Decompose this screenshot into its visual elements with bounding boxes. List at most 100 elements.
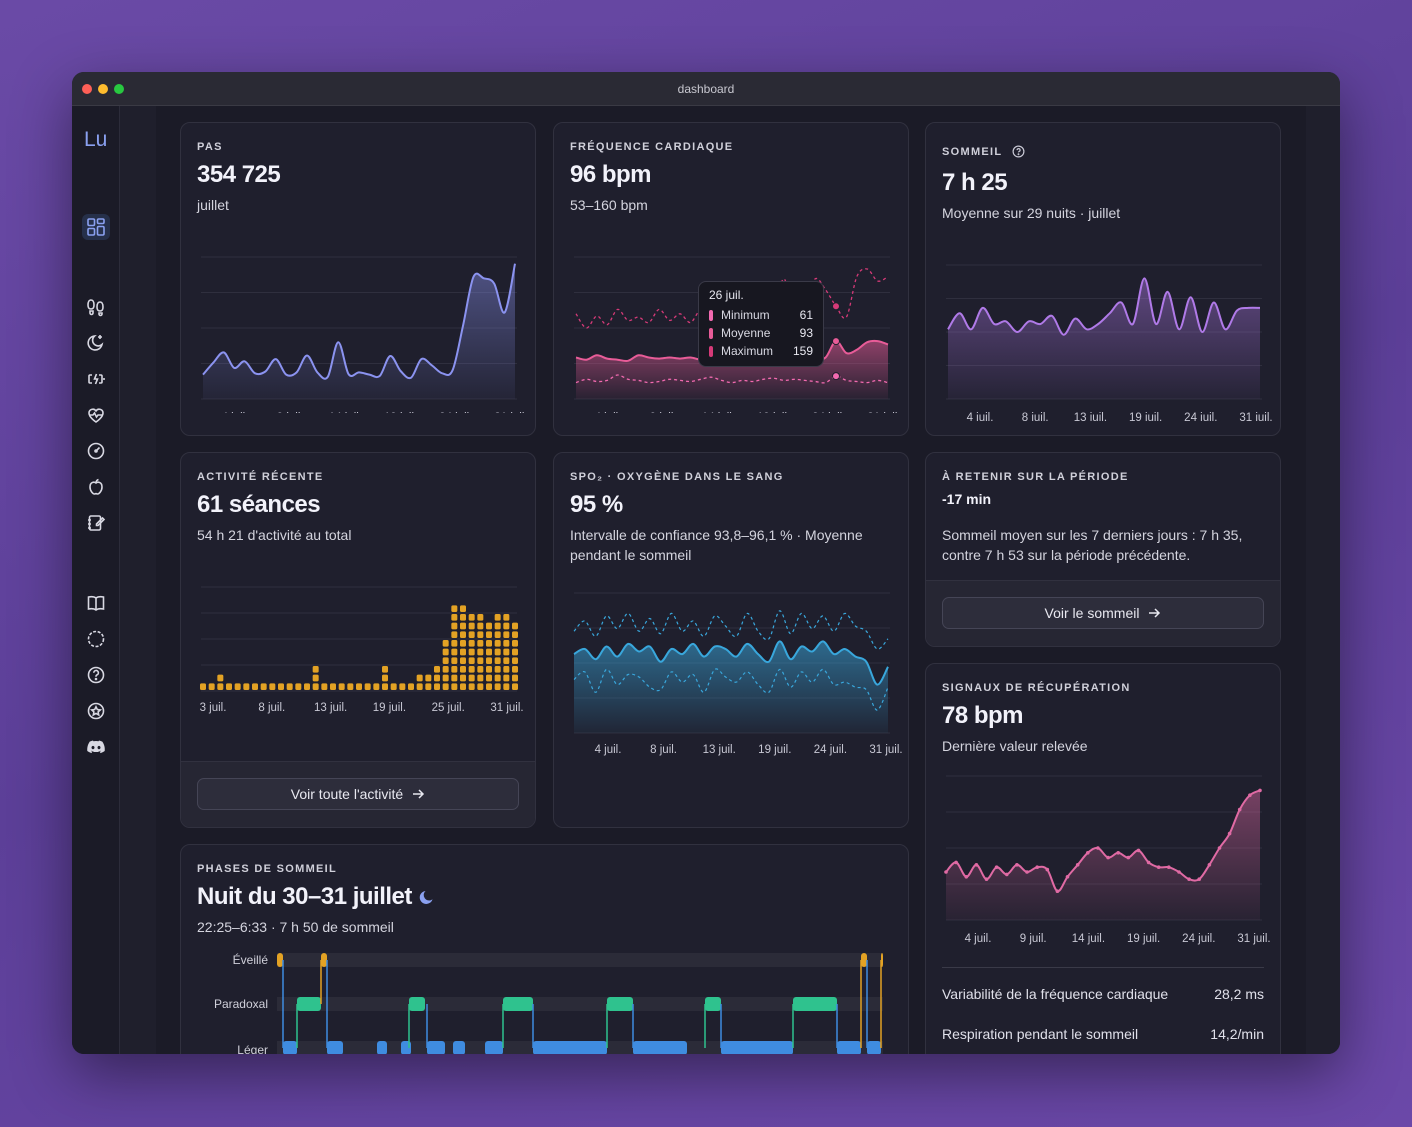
phase-segment bbox=[533, 1041, 607, 1054]
sleep-chart[interactable]: 4 juil. 8 juil. 13 juil. 19 juil. 24 juil. 31… bbox=[926, 231, 1281, 421]
activity-bar-segment bbox=[468, 683, 475, 690]
x-tick-label: 19 juil. bbox=[1127, 933, 1160, 945]
phase-segment bbox=[607, 997, 633, 1011]
activity-bar bbox=[399, 683, 406, 690]
activity-bar-segment bbox=[477, 648, 484, 656]
x-tick-label: 4 juil. bbox=[222, 412, 249, 413]
data-point bbox=[1136, 848, 1141, 853]
area-fill bbox=[946, 790, 1260, 920]
series-line bbox=[202, 263, 516, 380]
book-icon[interactable] bbox=[82, 590, 110, 616]
tooltip-row-minimum: Minimum 61 bbox=[709, 306, 813, 324]
upload-icon[interactable] bbox=[82, 626, 110, 652]
apple-icon[interactable] bbox=[82, 474, 110, 500]
activity-bar-segment bbox=[278, 683, 284, 690]
sleep-moon-icon[interactable] bbox=[82, 330, 110, 356]
view-sleep-button[interactable]: Voir le sommeil bbox=[942, 597, 1264, 629]
journal-icon[interactable] bbox=[82, 510, 110, 536]
app-logo[interactable]: Lu bbox=[84, 128, 108, 151]
phase-segment bbox=[633, 1041, 687, 1054]
activity-bar-segment bbox=[460, 640, 466, 647]
data-point bbox=[994, 865, 999, 869]
activity-bar-segment bbox=[451, 674, 458, 682]
activity-bar-segment bbox=[260, 683, 267, 690]
heart-rate-card[interactable]: FRÉQUENCE CARDIAQUE 96 bpm 53–160 bpm 4 … bbox=[553, 122, 909, 436]
sleep-phases-card[interactable]: PHASES DE SOMMEIL Nuit du 30–31 juillet … bbox=[180, 844, 909, 1054]
x-tick-label: 13 juil. bbox=[1074, 412, 1107, 421]
discord-icon[interactable] bbox=[82, 734, 110, 760]
steps-card[interactable]: PAS 354 725 juillet 4 juil. 9 juil. 14 jui… bbox=[180, 122, 536, 436]
sleep-card[interactable]: SOMMEIL 7 h 25 Moyenne sur 29 nuits · ju… bbox=[925, 122, 1281, 436]
battery-charging-icon[interactable] bbox=[82, 366, 110, 392]
help-icon[interactable] bbox=[82, 662, 110, 688]
activity-bar-segment bbox=[451, 631, 458, 638]
activity-bar-segment bbox=[503, 683, 510, 690]
minimize-window-button[interactable] bbox=[98, 84, 108, 94]
activity-bar-segment bbox=[269, 683, 276, 690]
activity-bar-segment bbox=[494, 683, 501, 690]
activity-bar bbox=[364, 683, 371, 690]
activity-bar-segment bbox=[460, 605, 466, 612]
activity-bar-segment bbox=[494, 666, 501, 673]
spo2-card[interactable]: SPO₂ · OXYGÈNE DANS LE SANG 95 % Interva… bbox=[553, 452, 909, 828]
data-point bbox=[944, 870, 948, 874]
x-tick-label: 13 juil. bbox=[314, 702, 347, 714]
hover-point bbox=[832, 302, 840, 311]
heart-rate-subtitle: 53–160 bpm bbox=[570, 197, 648, 213]
activity-bar-segment bbox=[468, 648, 475, 656]
spo2-chart[interactable]: 4 juil. 8 juil. 13 juil. 19 juil. 24 juil. 31… bbox=[554, 573, 909, 763]
x-tick-label: 31 juil. bbox=[867, 412, 900, 413]
area-fill bbox=[948, 278, 1260, 399]
tooltip-row-name: Maximum bbox=[721, 344, 774, 358]
x-tick-label: 8 juil. bbox=[650, 744, 677, 756]
footprints-icon[interactable] bbox=[82, 294, 110, 320]
activity-bar-segment bbox=[512, 640, 518, 647]
recovery-chart[interactable]: 4 juil. 9 juil. 14 juil. 19 juil. 24 juil. 31… bbox=[926, 764, 1281, 954]
x-tick-label: 25 juil. bbox=[432, 702, 465, 714]
activity-bar-segment bbox=[512, 622, 518, 630]
activity-bar-segment bbox=[442, 674, 449, 682]
sleep-phases-chart[interactable] bbox=[277, 949, 887, 1054]
x-tick-label: 9 juil. bbox=[650, 412, 677, 413]
phase-row-label-light: Léger bbox=[237, 1043, 268, 1054]
tooltip-swatch bbox=[709, 327, 713, 339]
activity-bar-segment bbox=[347, 683, 354, 690]
gauge-icon[interactable] bbox=[82, 438, 110, 464]
activity-bar-segment bbox=[477, 640, 484, 647]
phase-segment bbox=[721, 1041, 793, 1054]
activity-bar bbox=[286, 683, 293, 690]
x-tick-label: 31 juil. bbox=[1237, 933, 1270, 945]
activity-bar bbox=[442, 640, 449, 690]
activity-bar-segment bbox=[512, 648, 518, 656]
activity-bar-segment bbox=[312, 666, 319, 673]
close-window-button[interactable] bbox=[82, 84, 92, 94]
x-tick-label: 19 juil. bbox=[373, 702, 406, 714]
recovery-card[interactable]: SIGNAUX DE RÉCUPÉRATION 78 bpm Dernière … bbox=[925, 663, 1281, 1054]
activity-card[interactable]: ACTIVITÉ RÉCENTE 61 séances 54 h 21 d'ac… bbox=[180, 452, 536, 828]
activity-chart[interactable]: 3 juil. 8 juil. 13 juil. 19 juil. 25 juil. 31… bbox=[181, 553, 536, 743]
dashboard-icon[interactable] bbox=[82, 214, 110, 240]
activity-bar-segment bbox=[460, 631, 466, 638]
phase-segment bbox=[321, 953, 327, 967]
steps-chart[interactable]: 4 juil. 9 juil. 14 juil. 19 juil. 24 juil. 31… bbox=[181, 223, 536, 413]
view-all-activity-button[interactable]: Voir toute l'activité bbox=[197, 778, 519, 810]
view-all-activity-label: Voir toute l'activité bbox=[290, 786, 404, 802]
data-point bbox=[1035, 865, 1039, 869]
tooltip-row-name: Moyenne bbox=[721, 326, 771, 340]
series-line-average bbox=[573, 640, 889, 686]
info-icon[interactable] bbox=[1012, 145, 1025, 158]
activity-value: 61 séances bbox=[197, 491, 321, 518]
data-point bbox=[1075, 863, 1080, 867]
activity-bar-segment bbox=[460, 622, 466, 630]
activity-bar-segment bbox=[200, 683, 206, 690]
activity-bar bbox=[234, 683, 241, 690]
heart-pulse-icon[interactable] bbox=[82, 402, 110, 428]
activity-bar bbox=[356, 683, 362, 690]
respiration-value: 14,2/min bbox=[1210, 1026, 1264, 1042]
badge-star-icon[interactable] bbox=[82, 698, 110, 724]
zoom-window-button[interactable] bbox=[114, 84, 124, 94]
highlight-card[interactable]: À RETENIR SUR LA PÉRIODE -17 min Sommeil… bbox=[925, 452, 1281, 647]
highlight-label: À RETENIR SUR LA PÉRIODE bbox=[942, 471, 1129, 483]
hover-point bbox=[832, 337, 840, 346]
data-point bbox=[1217, 846, 1222, 850]
